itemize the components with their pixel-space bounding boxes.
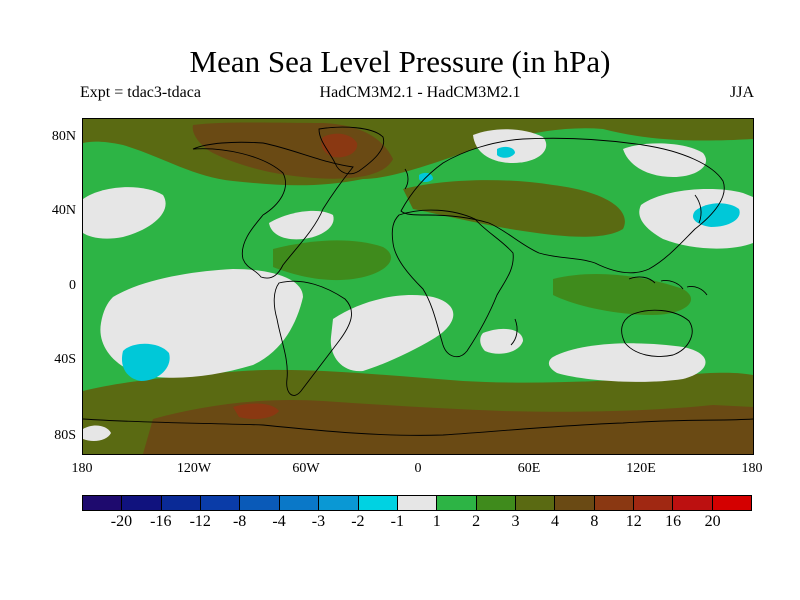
colorbar-label: -1 — [390, 513, 404, 530]
region-south-core — [233, 403, 279, 419]
map-title: Mean Sea Level Pressure (in hPa) — [189, 44, 611, 79]
colorbar-swatch — [201, 496, 241, 510]
colorbar-swatch — [594, 496, 635, 510]
colorbar-swatch — [122, 496, 162, 510]
colorbar-label: -16 — [150, 513, 172, 530]
lat-label-80s: 80S — [54, 428, 76, 443]
coast-antarctica — [83, 418, 753, 436]
colorbar-label: -4 — [272, 513, 286, 530]
lon-label-120w: 120W — [176, 461, 212, 476]
region-neutral-sw-edge — [83, 425, 111, 441]
colorbar-swatch — [712, 496, 752, 510]
colorbar-swatch — [358, 496, 398, 510]
colorbar-swatch — [555, 496, 595, 510]
lat-label-0: 0 — [69, 278, 76, 293]
colorbar-swatch — [476, 496, 516, 510]
colorbar-label: -3 — [311, 513, 326, 530]
colorbar-swatch — [515, 496, 556, 510]
colorbar-label: 2 — [472, 513, 481, 530]
colorbar-label: 20 — [704, 513, 721, 530]
lon-label-0: 0 — [414, 461, 422, 476]
lat-label-80n: 80N — [51, 129, 76, 144]
experiment-label: Expt = tdac3-tdaca — [80, 84, 201, 101]
region-greenland-core — [321, 133, 358, 158]
colorbar-swatch — [240, 496, 280, 510]
coast-greenland — [318, 126, 385, 175]
region-neutral-satl — [330, 295, 454, 372]
coast-uk — [404, 168, 409, 190]
model-comparison-label: HadCM3M2.1 - HadCM3M2.1 — [319, 84, 521, 101]
region-atlantic-band — [273, 240, 392, 281]
region-neutral-arctic-east — [473, 129, 547, 163]
lat-label-40n: 40N — [51, 203, 76, 218]
region-neutral-aus — [548, 343, 706, 382]
region-south-strong — [143, 399, 753, 454]
colorbar-label: -2 — [351, 513, 365, 530]
lon-label-60e: 60E — [517, 461, 541, 476]
pressure-map — [82, 118, 754, 455]
coast-north-america — [192, 141, 354, 279]
region-neutral-indian — [480, 328, 523, 354]
pressure-field — [83, 119, 753, 454]
region-negative-sepac — [121, 343, 170, 381]
coast-japan — [694, 194, 702, 224]
coast-australia — [621, 309, 693, 357]
region-eurasia-positive — [403, 180, 625, 237]
coast-south-america — [273, 280, 352, 396]
colorbar-swatch — [437, 496, 477, 510]
colorbar-label: 3 — [511, 513, 520, 530]
region-indian-band — [553, 274, 692, 315]
colorbar-label: 16 — [665, 513, 682, 530]
colorbar-swatch — [397, 496, 438, 510]
lon-label-60w: 60W — [292, 461, 320, 476]
lon-label-120e: 120E — [626, 461, 656, 476]
lon-label-180e: 180 — [741, 461, 763, 476]
colorbar-label: 12 — [625, 513, 642, 530]
colorbar-label: 4 — [550, 513, 559, 530]
region-neutral-natl — [269, 210, 334, 240]
colorbar-swatch — [161, 496, 202, 510]
lon-label-180w: 180 — [71, 461, 93, 476]
region-neutral-npac — [83, 187, 166, 239]
coast-indonesia — [628, 276, 708, 296]
colorbar-swatch — [319, 496, 359, 510]
coastlines — [83, 126, 753, 436]
coast-madagascar — [510, 318, 518, 346]
colorbar-swatch — [673, 496, 713, 510]
colorbar-swatch — [634, 496, 674, 510]
colorbar-label: -8 — [232, 513, 247, 530]
colorbar-label: 1 — [432, 513, 441, 530]
colorbar-label: -20 — [110, 513, 133, 530]
region-negative-arctic — [497, 146, 515, 158]
lat-label-40s: 40S — [54, 352, 76, 367]
coast-africa — [391, 209, 514, 358]
season-label: JJA — [729, 84, 754, 101]
coast-eurasia — [400, 137, 725, 274]
colorbar-swatch — [279, 496, 320, 510]
region-neutral-siberia — [623, 143, 707, 177]
colorbar-label: 8 — [590, 513, 599, 530]
colorbar-label: -12 — [189, 513, 211, 530]
colorbar-swatch — [83, 496, 123, 510]
colorbar — [82, 495, 752, 511]
